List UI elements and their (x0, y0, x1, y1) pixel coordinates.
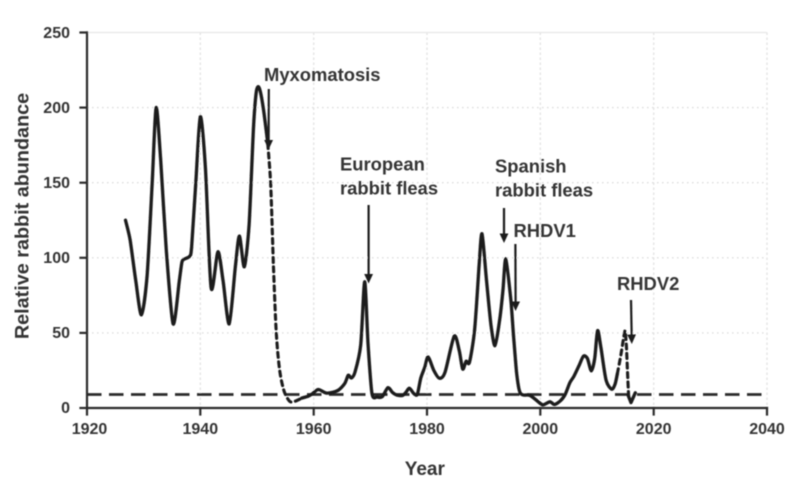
svg-text:RHDV2: RHDV2 (617, 273, 679, 294)
svg-text:Myxomatosis: Myxomatosis (264, 64, 381, 85)
svg-text:2000: 2000 (523, 421, 559, 438)
svg-text:RHDV1: RHDV1 (514, 220, 576, 241)
svg-text:1980: 1980 (409, 421, 445, 438)
svg-text:rabbit fleas: rabbit fleas (495, 180, 593, 201)
svg-text:Year: Year (405, 459, 446, 480)
svg-text:2040: 2040 (749, 421, 785, 438)
svg-text:Spanish: Spanish (495, 156, 567, 177)
svg-text:1920: 1920 (72, 421, 108, 438)
svg-text:200: 200 (43, 100, 70, 117)
svg-text:European: European (340, 154, 425, 175)
svg-text:1960: 1960 (296, 421, 332, 438)
svg-text:1940: 1940 (183, 421, 219, 438)
svg-text:0: 0 (61, 400, 70, 417)
svg-text:50: 50 (52, 325, 70, 342)
svg-text:2020: 2020 (636, 421, 672, 438)
svg-text:150: 150 (43, 175, 70, 192)
svg-text:rabbit fleas: rabbit fleas (340, 178, 438, 199)
svg-text:250: 250 (43, 25, 70, 42)
svg-text:Relative rabbit abundance: Relative rabbit abundance (12, 93, 34, 339)
svg-text:100: 100 (43, 250, 70, 267)
